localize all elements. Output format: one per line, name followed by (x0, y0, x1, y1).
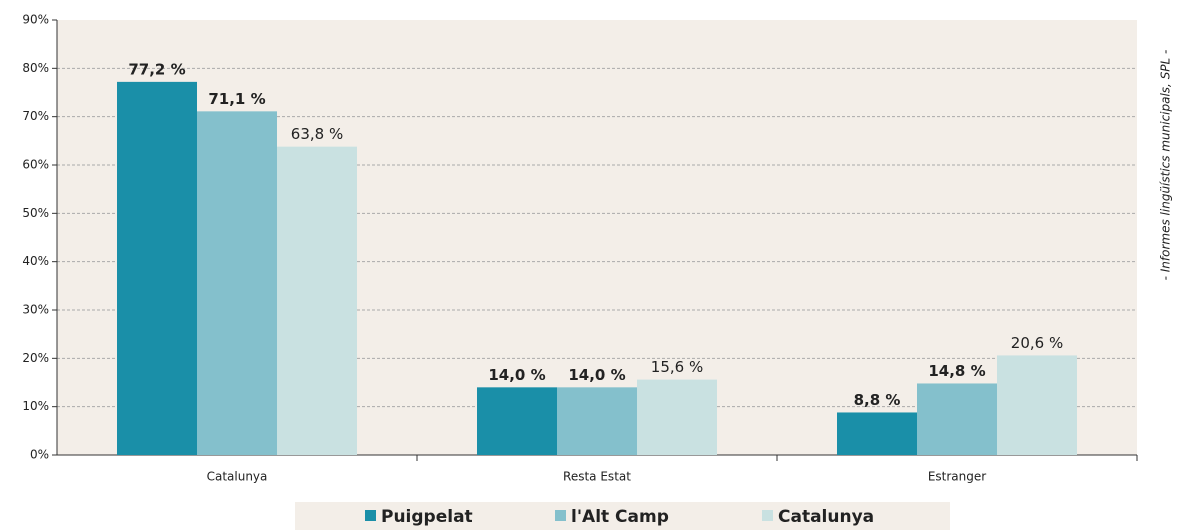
bar (117, 81, 197, 455)
source-note: - Informes lingüístics municipals, SPL - (1159, 50, 1173, 281)
y-tick-label: 30% (22, 303, 49, 317)
x-tick-label: Resta Estat (563, 470, 631, 484)
value-label: 77,2 % (128, 60, 185, 78)
value-label: 14,0 % (568, 366, 625, 384)
y-tick-label: 80% (22, 61, 49, 75)
y-tick-label: 40% (22, 254, 49, 268)
bar (197, 111, 277, 455)
bar (477, 387, 557, 455)
value-label: 63,8 % (291, 125, 343, 143)
y-tick-label: 20% (22, 351, 49, 365)
legend-background (295, 502, 950, 530)
x-tick-label: Catalunya (207, 470, 268, 484)
bar (637, 379, 717, 455)
legend-label: Puigpelat (381, 507, 473, 527)
y-tick-label: 60% (22, 158, 49, 172)
y-tick-label: 10% (22, 399, 49, 413)
legend-swatch (762, 510, 773, 521)
legend-swatch (365, 510, 376, 521)
y-tick-label: 50% (22, 206, 49, 220)
y-tick-label: 0% (30, 448, 49, 462)
y-tick-label: 90% (22, 13, 49, 27)
value-label: 71,1 % (208, 90, 265, 108)
value-label: 14,0 % (488, 366, 545, 384)
bar (997, 355, 1077, 455)
bar (917, 383, 997, 455)
legend-label: l'Alt Camp (571, 507, 669, 527)
value-label: 14,8 % (928, 362, 985, 380)
legend-label: Catalunya (778, 507, 874, 527)
bar (837, 412, 917, 455)
value-label: 20,6 % (1011, 334, 1063, 352)
legend-swatch (555, 510, 566, 521)
x-tick-label: Estranger (928, 470, 986, 484)
value-label: 15,6 % (651, 358, 703, 376)
value-label: 8,8 % (854, 391, 901, 409)
bar (557, 387, 637, 455)
y-tick-label: 70% (22, 109, 49, 123)
bar (277, 146, 357, 455)
